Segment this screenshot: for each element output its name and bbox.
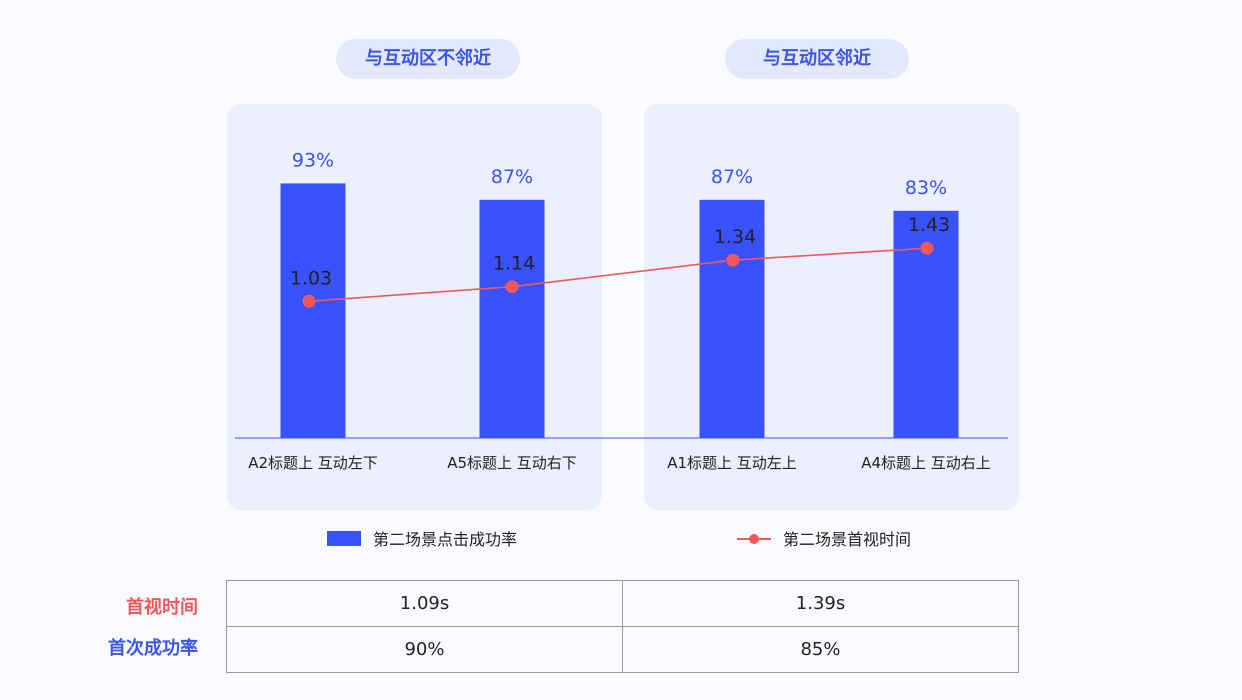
row-label-first-view-time: 首视时间 xyxy=(126,597,198,618)
line-point-3 xyxy=(726,253,740,267)
legend-bar-label: 第二场景点击成功率 xyxy=(373,530,518,549)
legend-line: 第二场景首视时间 xyxy=(737,526,911,550)
line-value-label-3: 1.34 xyxy=(714,226,756,248)
group-label-not-adjacent: 与互动区不邻近 xyxy=(336,39,520,79)
legend-line-label: 第二场景首视时间 xyxy=(783,530,912,549)
line-point-2 xyxy=(505,280,519,294)
bar-value-label-1: 93% xyxy=(292,149,334,171)
bar-value-label-4: 83% xyxy=(905,177,947,199)
x-tick-label-3: A1标题上 互动左上 xyxy=(667,454,797,472)
x-tick-label-4: A4标题上 互动右上 xyxy=(861,454,991,472)
line-value-label-2: 1.14 xyxy=(493,253,535,275)
line-point-4 xyxy=(920,241,934,255)
x-tick-label-1: A2标题上 互动左下 xyxy=(248,454,378,472)
bar-3 xyxy=(699,199,765,438)
row-label-first-success-rate: 首次成功率 xyxy=(108,638,198,659)
bar-value-label-2: 87% xyxy=(491,166,533,188)
table-row: 1.09s 1.39s xyxy=(226,580,1019,627)
line-value-label-1: 1.03 xyxy=(290,267,332,289)
bar-value-label-3: 87% xyxy=(711,166,753,188)
bar-2 xyxy=(479,199,545,438)
table-row: 90% 85% xyxy=(226,626,1019,673)
legend-bar: 第二场景点击成功率 xyxy=(327,526,517,550)
legend-bar-swatch xyxy=(327,530,361,546)
bar-1 xyxy=(280,183,346,438)
legend-line-swatch xyxy=(737,531,771,546)
line-value-label-4: 1.43 xyxy=(908,214,950,236)
table-cell-rate-not-adjacent: 90% xyxy=(226,626,623,673)
line-series xyxy=(308,247,928,303)
table-cell-time-adjacent: 1.39s xyxy=(622,580,1019,627)
group-label-adjacent: 与互动区邻近 xyxy=(725,39,909,79)
table-cell-rate-adjacent: 85% xyxy=(622,626,1019,673)
table-cell-time-not-adjacent: 1.09s xyxy=(226,580,623,627)
x-tick-label-2: A5标题上 互动右下 xyxy=(447,454,577,472)
line-point-1 xyxy=(302,294,316,308)
summary-table: 1.09s 1.39s 90% 85% xyxy=(226,580,1019,673)
combo-chart: 93% A2标题上 互动左下 87% A5标题上 互动右下 87% A1标题上 互动左上 8… xyxy=(235,149,1008,472)
